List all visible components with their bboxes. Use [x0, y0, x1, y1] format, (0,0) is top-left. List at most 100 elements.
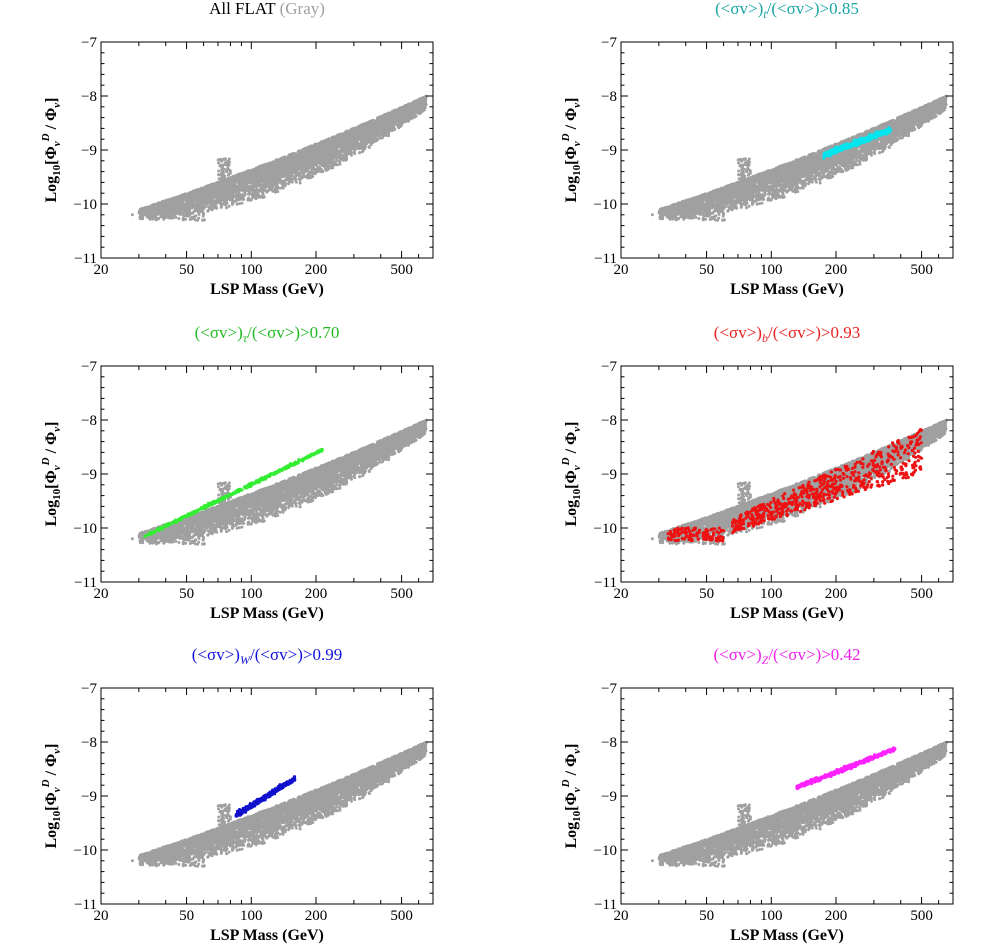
- point-all: [394, 120, 398, 124]
- point-all: [347, 152, 351, 156]
- point-all: [364, 140, 368, 144]
- point-all: [149, 204, 153, 208]
- point-all: [215, 201, 218, 205]
- point-all: [276, 175, 280, 179]
- point-all: [370, 132, 374, 136]
- point-all: [251, 180, 255, 184]
- point-all: [183, 203, 186, 206]
- point-all: [305, 154, 309, 158]
- point-all: [314, 163, 318, 167]
- point-all: [318, 143, 322, 147]
- point-all: [173, 197, 177, 201]
- point-all: [219, 205, 223, 209]
- point-all: [308, 166, 312, 170]
- point-all: [328, 155, 332, 159]
- point-all: [317, 167, 321, 171]
- point-all: [382, 115, 386, 119]
- point-all: [338, 143, 341, 146]
- point-all: [341, 153, 345, 157]
- point-all: [278, 180, 282, 184]
- point-all: [141, 215, 145, 219]
- point-all: [367, 135, 371, 138]
- point-all: [209, 203, 213, 207]
- point-all: [151, 211, 155, 215]
- point-all: [303, 155, 307, 158]
- point-all: [292, 151, 295, 155]
- point-all: [297, 172, 301, 176]
- point-all: [371, 138, 375, 142]
- point-all: [335, 152, 339, 156]
- point-all: [331, 166, 335, 170]
- point-all: [180, 200, 184, 204]
- point-all: [387, 121, 391, 125]
- chart-title: All FLAT (Gray): [209, 0, 325, 18]
- point-all: [234, 177, 238, 181]
- point-all: [379, 117, 383, 121]
- point-all: [350, 129, 354, 132]
- point-all: [189, 191, 193, 195]
- point-all: [263, 176, 267, 180]
- point-all: [365, 132, 369, 136]
- point-all: [190, 203, 194, 207]
- point-all: [286, 171, 289, 174]
- point-all: [351, 139, 355, 143]
- point-all: [256, 174, 260, 178]
- point-all: [375, 122, 379, 126]
- point-all: [323, 143, 326, 147]
- point-all: [255, 172, 259, 175]
- point-all: [241, 181, 245, 185]
- point-all: [375, 120, 379, 124]
- point-all: [249, 184, 252, 188]
- point-all: [235, 202, 239, 206]
- point-all: [302, 164, 306, 168]
- point-all: [342, 132, 346, 136]
- point-all: [206, 209, 210, 213]
- point-all: [368, 140, 372, 144]
- point-all: [271, 166, 275, 170]
- point-all: [370, 120, 374, 124]
- point-all: [338, 156, 341, 160]
- point-all: [387, 134, 390, 138]
- point-all: [252, 195, 255, 199]
- point-all: [326, 155, 330, 159]
- point-all: [193, 203, 197, 207]
- point-all: [333, 150, 336, 153]
- point-all: [286, 156, 290, 160]
- point-all: [204, 197, 208, 201]
- point-all: [236, 193, 240, 197]
- point-all: [254, 197, 258, 201]
- point-all: [201, 201, 205, 205]
- point-all: [294, 180, 298, 184]
- point-all: [421, 96, 425, 100]
- point-all: [298, 164, 302, 168]
- point-all: [323, 156, 327, 160]
- point-all: [285, 174, 289, 178]
- point-all: [297, 157, 301, 161]
- point-all: [144, 213, 148, 217]
- point-all: [359, 145, 363, 149]
- point-all: [335, 159, 338, 163]
- point-all: [325, 142, 329, 146]
- point-all: [282, 161, 286, 165]
- point-all: [227, 204, 231, 208]
- scatter-points: [130, 94, 428, 222]
- point-all: [377, 118, 381, 122]
- point-all: [246, 181, 249, 185]
- point-all: [312, 168, 316, 172]
- point-all: [271, 185, 275, 189]
- point-all: [320, 168, 324, 172]
- point-all: [379, 120, 383, 124]
- point-all: [298, 178, 302, 182]
- point-all: [339, 151, 343, 155]
- point-all: [237, 187, 241, 191]
- point-all: [338, 159, 342, 163]
- point-all: [138, 217, 142, 221]
- point-all: [344, 151, 347, 155]
- point-all: [328, 158, 332, 162]
- point-all: [250, 192, 254, 196]
- point-all: [166, 205, 170, 209]
- point-all: [258, 180, 262, 184]
- point-all: [208, 193, 212, 197]
- point-all: [345, 156, 349, 160]
- point-all: [301, 175, 305, 179]
